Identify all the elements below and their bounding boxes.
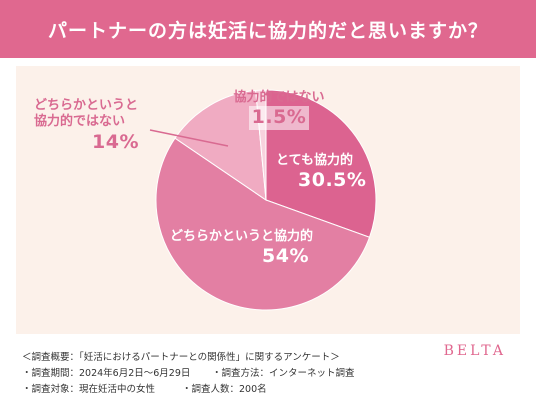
slice-value: 1.5% [248, 106, 310, 130]
survey-method: ・調査方法：インターネット調査 [212, 368, 355, 379]
slice-label-very-cooperative: とても協力的 30.5% [276, 153, 366, 193]
survey-count: ・調査人数：200名 [182, 384, 267, 395]
survey-target: ・調査対象：現在妊活中の女性 [22, 384, 156, 395]
slice-name: 協力的ではない [233, 90, 325, 105]
slice-somewhat-uncooperative [174, 89, 267, 202]
slice-name-line1: どちらかというと [34, 98, 139, 113]
slice-value: 54% [262, 245, 309, 268]
slice-somewhat-cooperative [155, 137, 371, 311]
survey-footer: ＜調査概要：「妊活におけるパートナーとの関係性」に関するアンケート＞ ・調査期間… [0, 340, 536, 407]
title-bar: パートナーの方は妊活に協力的だと思いますか？ [0, 0, 536, 58]
slice-label-somewhat-uncooperative: どちらかというと 協力的ではない 14% [34, 98, 139, 154]
leader-line [149, 129, 229, 147]
brand-logo: BELTA [443, 343, 506, 359]
slice-name-line2: 協力的ではない [34, 114, 126, 130]
slice-name: どちらかというと協力的 [170, 229, 314, 244]
page-title: パートナーの方は妊活に協力的だと思いますか？ [47, 19, 488, 42]
survey-period: ・調査期間：2024年6月2日～6月29日 [22, 368, 191, 379]
slice-name: とても協力的 [276, 153, 353, 168]
survey-overview: ＜調査概要：「妊活におけるパートナーとの関係性」に関するアンケート＞ [22, 352, 340, 363]
slice-label-uncooperative: 協力的ではない 1.5% [232, 90, 326, 130]
slice-label-somewhat-cooperative: どちらかというと協力的 54% [170, 229, 313, 269]
slice-value: 14% [92, 130, 139, 153]
slice-value: 30.5% [298, 169, 367, 192]
